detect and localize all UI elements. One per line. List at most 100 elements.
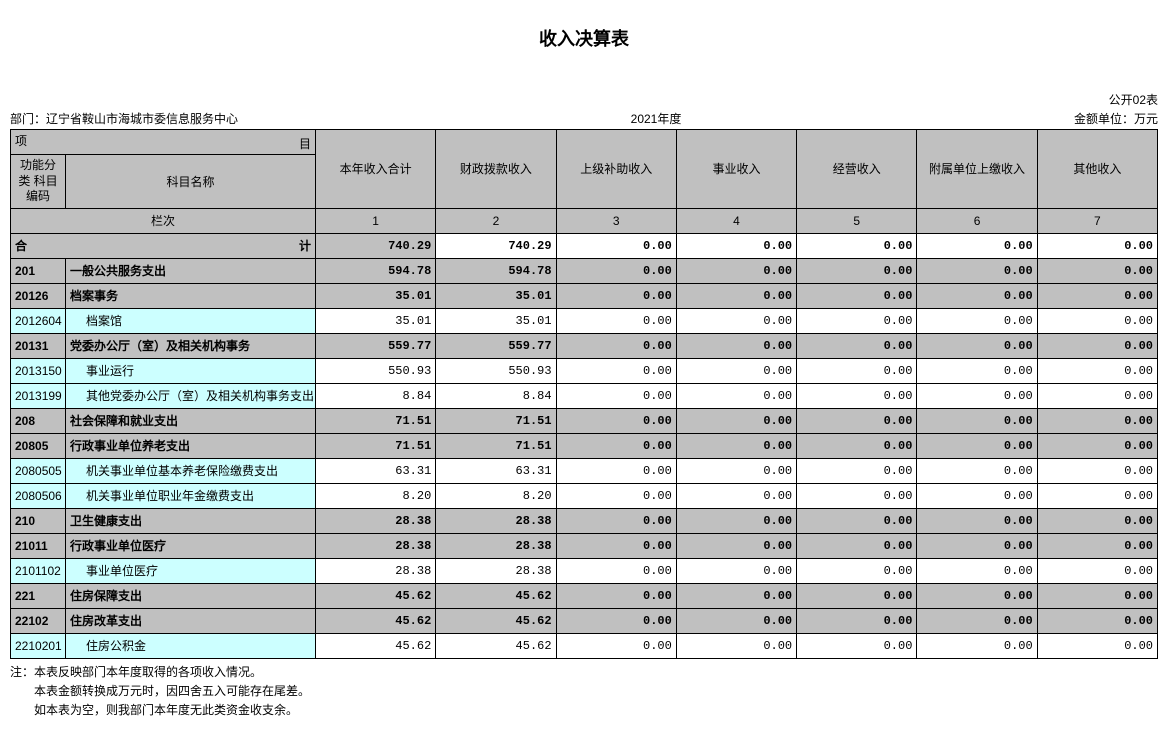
cell-value: 0.00 bbox=[676, 633, 796, 658]
income-table: 项 目 本年收入合计 财政拨款收入 上级补助收入 事业收入 经营收入 附属单位上… bbox=[10, 129, 1158, 659]
cell-value: 0.00 bbox=[797, 558, 917, 583]
dept-label: 部门： bbox=[10, 112, 46, 126]
cell-name: 事业运行 bbox=[66, 358, 316, 383]
total-row: 合 计 740.29 740.29 0.00 0.00 0.00 0.00 0.… bbox=[11, 233, 1158, 258]
cell-value: 35.01 bbox=[436, 308, 556, 333]
cell-value: 35.01 bbox=[436, 283, 556, 308]
cell-code: 20126 bbox=[11, 283, 66, 308]
meta-row: 部门：辽宁省鞍山市海城市委信息服务中心 2021年度 金额单位：万元 bbox=[10, 110, 1158, 127]
cell-value: 0.00 bbox=[917, 358, 1037, 383]
cell-name: 事业单位医疗 bbox=[66, 558, 316, 583]
cell-value: 594.78 bbox=[436, 258, 556, 283]
cell-value: 28.38 bbox=[436, 558, 556, 583]
cell-code: 208 bbox=[11, 408, 66, 433]
lanci-2: 2 bbox=[436, 208, 556, 233]
cell-code: 22102 bbox=[11, 608, 66, 633]
cell-value: 594.78 bbox=[316, 258, 436, 283]
lanci-3: 3 bbox=[556, 208, 676, 233]
cell-value: 0.00 bbox=[1037, 458, 1157, 483]
cell-code: 21011 bbox=[11, 533, 66, 558]
cell-value: 0.00 bbox=[797, 608, 917, 633]
cell-value: 0.00 bbox=[676, 433, 796, 458]
cell-value: 0.00 bbox=[797, 258, 917, 283]
header-col-3: 上级补助收入 bbox=[556, 130, 676, 209]
cell-value: 0.00 bbox=[556, 633, 676, 658]
cell-value: 0.00 bbox=[917, 483, 1037, 508]
cell-value: 35.01 bbox=[316, 283, 436, 308]
cell-value: 0.00 bbox=[797, 383, 917, 408]
cell-name: 社会保障和就业支出 bbox=[66, 408, 316, 433]
cell-name: 机关事业单位职业年金缴费支出 bbox=[66, 483, 316, 508]
table-row: 20126档案事务35.0135.010.000.000.000.000.00 bbox=[11, 283, 1158, 308]
cell-value: 0.00 bbox=[1037, 558, 1157, 583]
cell-value: 0.00 bbox=[556, 358, 676, 383]
cell-value: 559.77 bbox=[436, 333, 556, 358]
cell-name: 其他党委办公厅（室）及相关机构事务支出 bbox=[66, 383, 316, 408]
cell-value: 0.00 bbox=[917, 458, 1037, 483]
table-row: 20131党委办公厅（室）及相关机构事务559.77559.770.000.00… bbox=[11, 333, 1158, 358]
cell-value: 0.00 bbox=[1037, 633, 1157, 658]
cell-value: 28.38 bbox=[316, 558, 436, 583]
cell-value: 0.00 bbox=[556, 608, 676, 633]
lanci-5: 5 bbox=[797, 208, 917, 233]
cell-value: 0.00 bbox=[797, 508, 917, 533]
cell-value: 0.00 bbox=[676, 608, 796, 633]
cell-value: 8.84 bbox=[316, 383, 436, 408]
cell-value: 63.31 bbox=[436, 458, 556, 483]
cell-value: 71.51 bbox=[436, 433, 556, 458]
unit-label: 金额单位：万元 bbox=[1074, 110, 1158, 127]
cell-value: 0.00 bbox=[797, 283, 917, 308]
cell-value: 0.00 bbox=[1037, 333, 1157, 358]
cell-name: 住房改革支出 bbox=[66, 608, 316, 633]
cell-value: 0.00 bbox=[676, 583, 796, 608]
header-col-6: 附属单位上缴收入 bbox=[917, 130, 1037, 209]
cell-code: 221 bbox=[11, 583, 66, 608]
cell-name: 党委办公厅（室）及相关机构事务 bbox=[66, 333, 316, 358]
cell-value: 0.00 bbox=[556, 308, 676, 333]
cell-name: 卫生健康支出 bbox=[66, 508, 316, 533]
cell-value: 0.00 bbox=[1037, 608, 1157, 633]
table-row: 2080505机关事业单位基本养老保险缴费支出63.3163.310.000.0… bbox=[11, 458, 1158, 483]
dept-name: 辽宁省鞍山市海城市委信息服务中心 bbox=[46, 112, 238, 126]
cell-value: 0.00 bbox=[1037, 383, 1157, 408]
form-code: 公开02表 bbox=[1109, 91, 1158, 108]
cell-value: 28.38 bbox=[436, 533, 556, 558]
cell-value: 0.00 bbox=[676, 308, 796, 333]
cell-value: 0.00 bbox=[676, 358, 796, 383]
table-row: 21011行政事业单位医疗28.3828.380.000.000.000.000… bbox=[11, 533, 1158, 558]
cell-code: 2101102 bbox=[11, 558, 66, 583]
note-line: 本表金额转换成万元时，因四舍五入可能存在尾差。 bbox=[10, 682, 1158, 701]
cell-value: 0.00 bbox=[676, 483, 796, 508]
cell-value: 0.00 bbox=[917, 283, 1037, 308]
cell-value: 0.00 bbox=[917, 383, 1037, 408]
cell-code: 210 bbox=[11, 508, 66, 533]
cell-value: 0.00 bbox=[917, 408, 1037, 433]
cell-name: 住房公积金 bbox=[66, 633, 316, 658]
cell-value: 0.00 bbox=[797, 483, 917, 508]
cell-value: 0.00 bbox=[676, 333, 796, 358]
cell-value: 0.00 bbox=[797, 308, 917, 333]
cell-value: 0.00 bbox=[676, 558, 796, 583]
cell-value: 45.62 bbox=[436, 608, 556, 633]
notes: 注：本表反映部门本年度取得的各项收入情况。 本表金额转换成万元时，因四舍五入可能… bbox=[10, 663, 1158, 721]
cell-value: 0.00 bbox=[556, 258, 676, 283]
cell-value: 8.20 bbox=[436, 483, 556, 508]
table-row: 2080506机关事业单位职业年金缴费支出8.208.200.000.000.0… bbox=[11, 483, 1158, 508]
cell-value: 0.00 bbox=[556, 408, 676, 433]
cell-name: 一般公共服务支出 bbox=[66, 258, 316, 283]
lanci-4: 4 bbox=[676, 208, 796, 233]
header-col-7: 其他收入 bbox=[1037, 130, 1157, 209]
cell-value: 0.00 bbox=[556, 433, 676, 458]
cell-value: 0.00 bbox=[556, 483, 676, 508]
table-row: 201一般公共服务支出594.78594.780.000.000.000.000… bbox=[11, 258, 1158, 283]
cell-value: 0.00 bbox=[676, 533, 796, 558]
cell-value: 559.77 bbox=[316, 333, 436, 358]
cell-value: 0.00 bbox=[917, 333, 1037, 358]
cell-code: 20805 bbox=[11, 433, 66, 458]
cell-value: 0.00 bbox=[1037, 583, 1157, 608]
cell-value: 0.00 bbox=[1037, 533, 1157, 558]
table-row: 22102住房改革支出45.6245.620.000.000.000.000.0… bbox=[11, 608, 1158, 633]
cell-value: 71.51 bbox=[436, 408, 556, 433]
cell-name: 住房保障支出 bbox=[66, 583, 316, 608]
table-row: 20805行政事业单位养老支出71.5171.510.000.000.000.0… bbox=[11, 433, 1158, 458]
